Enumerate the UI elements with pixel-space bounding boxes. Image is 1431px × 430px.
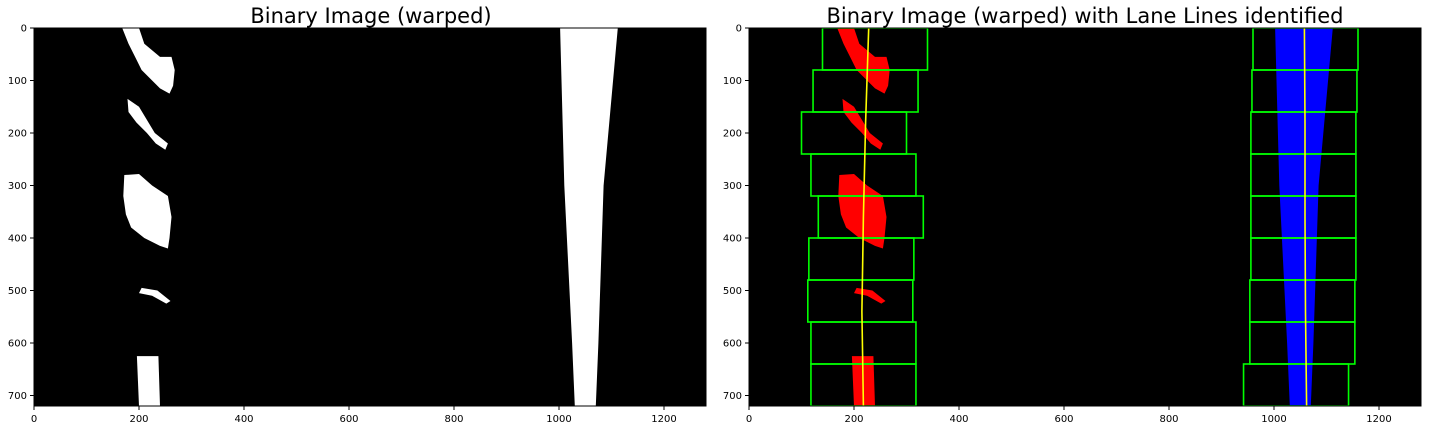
x-tick-label: 0 bbox=[746, 414, 752, 425]
panel-binary-warped: Binary Image (warped) 0 200 400 600 800 1000 1… bbox=[0, 0, 715, 430]
left-lane-blob bbox=[123, 174, 172, 249]
y-tick-label: 100 bbox=[723, 76, 742, 87]
y-tick-label: 100 bbox=[8, 76, 27, 87]
x-tick-label: 800 bbox=[1159, 414, 1178, 425]
left-lane-blob bbox=[837, 28, 890, 94]
x-tick-label: 1000 bbox=[546, 414, 571, 425]
axes-frame bbox=[748, 27, 1422, 407]
x-tick-label: 0 bbox=[31, 414, 37, 425]
left-lane-blob bbox=[139, 287, 171, 304]
left-lane-blob bbox=[122, 28, 175, 94]
left-fit-line bbox=[861, 28, 870, 406]
y-tick-label: 0 bbox=[736, 24, 742, 35]
x-tick-label: 200 bbox=[129, 414, 148, 425]
panel-lane-lines: Binary Image (warped) with Lane Lines id… bbox=[715, 0, 1431, 430]
image-content bbox=[800, 28, 1359, 406]
x-tick-label: 400 bbox=[949, 414, 968, 425]
y-tick-label: 200 bbox=[723, 129, 742, 140]
image-content bbox=[122, 28, 618, 406]
left-lane-blob bbox=[838, 174, 887, 249]
x-tick-label: 200 bbox=[844, 414, 863, 425]
x-tick-label: 1200 bbox=[651, 414, 676, 425]
left-lane-blob bbox=[127, 98, 168, 150]
y-tick-label: 500 bbox=[8, 286, 27, 297]
y-tick-label: 700 bbox=[8, 391, 27, 402]
right-fit-line bbox=[1303, 28, 1308, 406]
y-tick-label: 500 bbox=[723, 286, 742, 297]
right-lane-band bbox=[1275, 28, 1333, 406]
panel-title: Binary Image (warped) with Lane Lines id… bbox=[826, 4, 1344, 28]
binary-plot: 0 200 400 600 800 1000 1200 0 100 200 300 400 500 600… bbox=[8, 24, 707, 425]
x-tick-label: 800 bbox=[444, 414, 463, 425]
left-lane-blob bbox=[136, 356, 160, 406]
y-tick-label: 600 bbox=[8, 339, 27, 350]
right-search-window bbox=[1242, 363, 1350, 406]
x-tick-label: 1000 bbox=[1261, 414, 1286, 425]
y-tick-label: 700 bbox=[723, 391, 742, 402]
y-tick-label: 400 bbox=[8, 234, 27, 245]
y-tick-label: 600 bbox=[723, 339, 742, 350]
x-tick-label: 600 bbox=[339, 414, 358, 425]
lane-lines-plot: 0 200 400 600 800 1000 1200 0 100 200 300 400 500 600… bbox=[723, 24, 1422, 425]
y-tick-label: 200 bbox=[8, 129, 27, 140]
y-tick-label: 0 bbox=[21, 24, 27, 35]
axes-frame bbox=[33, 27, 707, 407]
y-tick-label: 300 bbox=[723, 181, 742, 192]
y-tick-label: 300 bbox=[8, 181, 27, 192]
x-tick-label: 400 bbox=[234, 414, 253, 425]
x-tick-label: 1200 bbox=[1366, 414, 1391, 425]
x-tick-label: 600 bbox=[1054, 414, 1073, 425]
right-lane-band bbox=[560, 28, 618, 406]
panel-title: Binary Image (warped) bbox=[250, 4, 492, 28]
y-tick-label: 400 bbox=[723, 234, 742, 245]
